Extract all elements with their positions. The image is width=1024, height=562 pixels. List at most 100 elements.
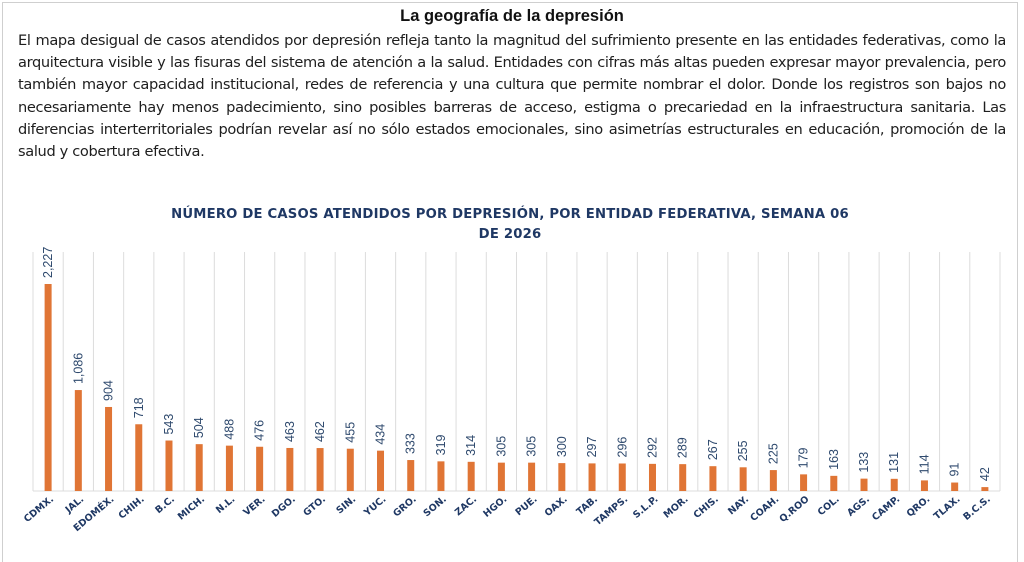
chart-title: NÚMERO DE CASOS ATENDIDOS POR DEPRESIÓN,… xyxy=(100,205,920,245)
value-label: 333 xyxy=(404,433,418,454)
category-label: CHIH. xyxy=(117,494,147,522)
category-label: TAB. xyxy=(575,494,600,518)
value-label: 2,227 xyxy=(41,247,55,278)
value-label: 463 xyxy=(283,421,297,442)
category-label: MICH. xyxy=(176,494,207,523)
value-label: 296 xyxy=(615,437,629,458)
value-label: 131 xyxy=(887,452,901,473)
bar-pue xyxy=(528,462,536,491)
value-label: 504 xyxy=(192,417,206,438)
bar-edomx xyxy=(105,406,113,491)
bar-layer xyxy=(44,284,989,491)
value-label: 292 xyxy=(645,437,659,458)
value-label: 42 xyxy=(978,467,992,481)
value-label: 267 xyxy=(706,439,720,460)
category-label: CAMP. xyxy=(870,494,902,523)
category-label: PUE. xyxy=(513,494,539,518)
value-label-layer: 2,227 1,086 904 718 543 504 488 476 463 462 455 434… xyxy=(41,247,992,481)
category-label: CDMX. xyxy=(22,494,56,525)
category-label-layer: CDMX. JAL.EDOMÉX. CHIH. B.C.MICH. N.L. VER. DG… xyxy=(22,493,993,534)
bar-camp xyxy=(890,478,898,491)
value-label: 297 xyxy=(585,436,599,457)
bar-chis xyxy=(709,466,717,491)
value-label: 462 xyxy=(313,421,327,442)
value-label: 455 xyxy=(343,422,357,443)
value-label: 133 xyxy=(857,452,871,473)
category-label: QRO. xyxy=(905,494,933,520)
category-label: OAX. xyxy=(543,494,570,519)
category-label: COL. xyxy=(816,494,842,518)
bar-tlax xyxy=(951,482,959,491)
bar-cdmx xyxy=(44,284,52,491)
category-label: YUC. xyxy=(361,494,388,519)
category-label: GTO. xyxy=(301,494,328,519)
bar-bcs xyxy=(981,487,989,491)
value-label: 904 xyxy=(102,380,116,401)
grid-layer xyxy=(32,252,1001,492)
value-label: 114 xyxy=(917,454,931,474)
category-label: B.C. xyxy=(153,494,176,516)
value-label: 225 xyxy=(766,443,780,464)
category-label: Q.ROO xyxy=(778,494,812,525)
bar-hgo xyxy=(497,462,505,491)
value-label: 300 xyxy=(555,436,569,457)
category-label: N.L. xyxy=(214,494,237,516)
bar-gro xyxy=(407,460,415,491)
bar-mor xyxy=(679,464,687,491)
value-label: 434 xyxy=(374,424,388,445)
value-label: 91 xyxy=(948,463,962,477)
category-label: TLAX. xyxy=(932,494,963,522)
bar-sin xyxy=(346,448,354,491)
bar-jal xyxy=(74,390,82,491)
bar-zac xyxy=(467,461,475,491)
bar-ags xyxy=(860,478,868,491)
value-label: 305 xyxy=(525,436,539,457)
bar-gto xyxy=(316,448,324,491)
category-label: CHIS. xyxy=(692,494,721,521)
bar-col xyxy=(830,475,838,491)
bar-dgo xyxy=(286,447,294,491)
bar-qro xyxy=(920,480,928,491)
bar-bc xyxy=(165,440,173,491)
bar-slp xyxy=(648,463,656,491)
section-paragraph: El mapa desigual de casos atendidos por … xyxy=(18,32,1006,161)
chart-title-line-2: DE 2026 xyxy=(478,227,542,242)
value-label: 179 xyxy=(797,447,811,468)
value-label: 305 xyxy=(494,436,508,457)
category-label: SON. xyxy=(422,494,449,519)
category-label: TAMPS. xyxy=(593,494,631,528)
bar-tab xyxy=(588,463,596,491)
value-label: 289 xyxy=(676,437,690,458)
bar-qroo xyxy=(800,474,808,491)
value-label: 718 xyxy=(132,397,146,418)
category-label: NAY. xyxy=(726,494,751,517)
bar-son xyxy=(437,461,445,491)
category-label: GRO. xyxy=(391,494,418,520)
bar-mich xyxy=(195,444,203,491)
bar-nay xyxy=(739,467,747,491)
bar-oax xyxy=(558,463,566,491)
bar-chih xyxy=(135,424,143,491)
bar-yuc xyxy=(377,450,385,491)
category-label: HGO. xyxy=(481,494,509,520)
value-label: 488 xyxy=(222,419,236,440)
value-label: 1,086 xyxy=(71,353,85,384)
bar-coah xyxy=(769,470,777,491)
category-label: AGS. xyxy=(845,494,872,519)
bar-tamps xyxy=(618,463,626,491)
value-label: 319 xyxy=(434,434,448,455)
category-label: S.L.P. xyxy=(631,494,660,521)
value-label: 163 xyxy=(827,449,841,470)
category-label: ZAC. xyxy=(453,494,479,518)
bar-ver xyxy=(256,446,264,491)
value-label: 543 xyxy=(162,414,176,435)
chart-title-line-1: NÚMERO DE CASOS ATENDIDOS POR DEPRESIÓN,… xyxy=(171,207,849,222)
category-label: SIN. xyxy=(334,494,358,517)
section-heading: La geografía de la depresión xyxy=(400,7,624,25)
category-label: DGO. xyxy=(270,494,298,520)
value-label: 476 xyxy=(253,420,267,441)
value-label: 314 xyxy=(464,435,478,456)
category-label: COAH. xyxy=(748,494,781,524)
